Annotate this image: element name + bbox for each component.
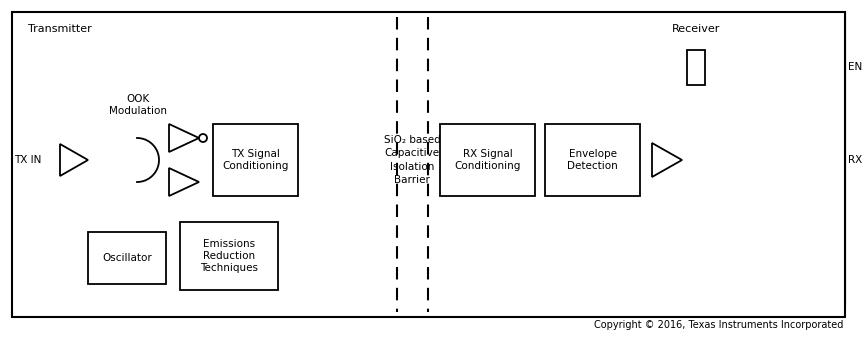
Bar — [545, 124, 640, 196]
Text: OOK
Modulation: OOK Modulation — [109, 94, 167, 116]
Bar — [440, 124, 535, 196]
Text: Oscillator: Oscillator — [102, 253, 152, 263]
Bar — [687, 50, 705, 85]
Bar — [213, 124, 298, 196]
Polygon shape — [652, 143, 682, 177]
Text: Envelope
Detection: Envelope Detection — [567, 149, 618, 171]
Text: Emissions
Reduction
Techniques: Emissions Reduction Techniques — [200, 239, 258, 274]
Bar — [12, 12, 845, 317]
Text: RX OUT: RX OUT — [848, 155, 863, 165]
Text: Receiver: Receiver — [672, 24, 721, 34]
Circle shape — [199, 134, 207, 142]
Text: RX Signal
Conditioning: RX Signal Conditioning — [454, 149, 520, 171]
Text: SiO₂ based
Capacitive
Isolation
Barrier: SiO₂ based Capacitive Isolation Barrier — [384, 135, 440, 185]
Polygon shape — [60, 144, 88, 176]
Text: TX Signal
Conditioning: TX Signal Conditioning — [223, 149, 289, 171]
Text: Copyright © 2016, Texas Instruments Incorporated: Copyright © 2016, Texas Instruments Inco… — [594, 320, 843, 330]
Bar — [88, 232, 166, 284]
Text: EN: EN — [848, 63, 862, 72]
Text: TX IN: TX IN — [14, 155, 41, 165]
Text: Transmitter: Transmitter — [28, 24, 91, 34]
Polygon shape — [169, 124, 199, 152]
Bar — [180, 222, 278, 290]
Polygon shape — [169, 168, 199, 196]
